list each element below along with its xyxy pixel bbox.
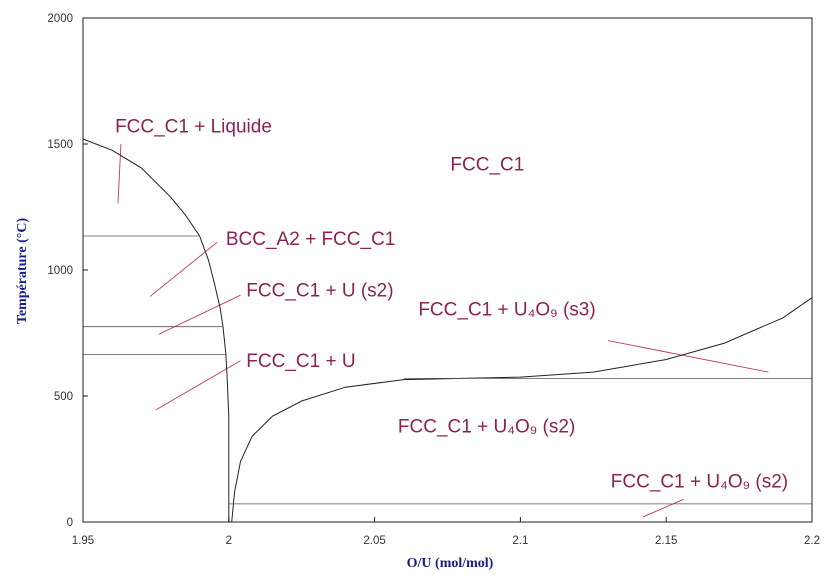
region-label: FCC_C1: [450, 154, 524, 175]
label-leader-line: [149, 241, 218, 297]
x-tick-label: 2.2: [804, 535, 820, 547]
phase-boundary-1: [231, 297, 813, 523]
phase-boundary-0: [82, 138, 230, 522]
x-tick-label: 2.15: [655, 535, 677, 547]
y-tick-label: 1500: [47, 139, 73, 151]
region-label: FCC_C1 + U₄O₉ (s2): [611, 471, 788, 492]
y-tick-label: 500: [54, 391, 73, 403]
x-tick-label: 1.95: [72, 535, 94, 547]
y-tick-label: 1000: [47, 265, 73, 277]
x-axis-title: O/U (mol/mol): [407, 556, 494, 571]
region-label: FCC_C1 + U₄O₉ (s2): [398, 417, 575, 438]
region-label: FCC_C1 + U: [246, 351, 355, 372]
plot-area-frame: [82, 17, 813, 523]
x-tick-label: 2.1: [512, 535, 528, 547]
region-label: FCC_C1 + Liquide: [115, 117, 272, 138]
y-tick-label: 0: [67, 517, 73, 529]
label-leader-line: [158, 294, 241, 335]
region-label: FCC_C1 + U (s2): [246, 280, 393, 301]
label-leader-line: [607, 340, 769, 373]
region-labels: FCC_C1 + Liquide FCC_C1 BCC_A2 + FCC_C1 FCC…: [115, 117, 788, 493]
y-axis-ticks: 0 500 1000 1500 2000: [47, 13, 88, 529]
y-axis-title: Température (°C): [15, 218, 30, 325]
x-tick-label: 2.05: [363, 535, 385, 547]
label-leader-line: [642, 498, 684, 518]
phase-boundaries: [82, 138, 813, 523]
y-tick-label: 2000: [47, 13, 73, 25]
label-leader-line: [117, 143, 122, 204]
region-label: FCC_C1 + U₄O₉ (s3): [418, 299, 595, 320]
region-label: BCC_A2 + FCC_C1: [226, 229, 395, 250]
label-leader-lines: [117, 143, 769, 518]
x-axis-ticks: 1.95 2 2.05 2.1 2.15 2.2: [72, 517, 820, 547]
x-tick-label: 2: [226, 535, 232, 547]
